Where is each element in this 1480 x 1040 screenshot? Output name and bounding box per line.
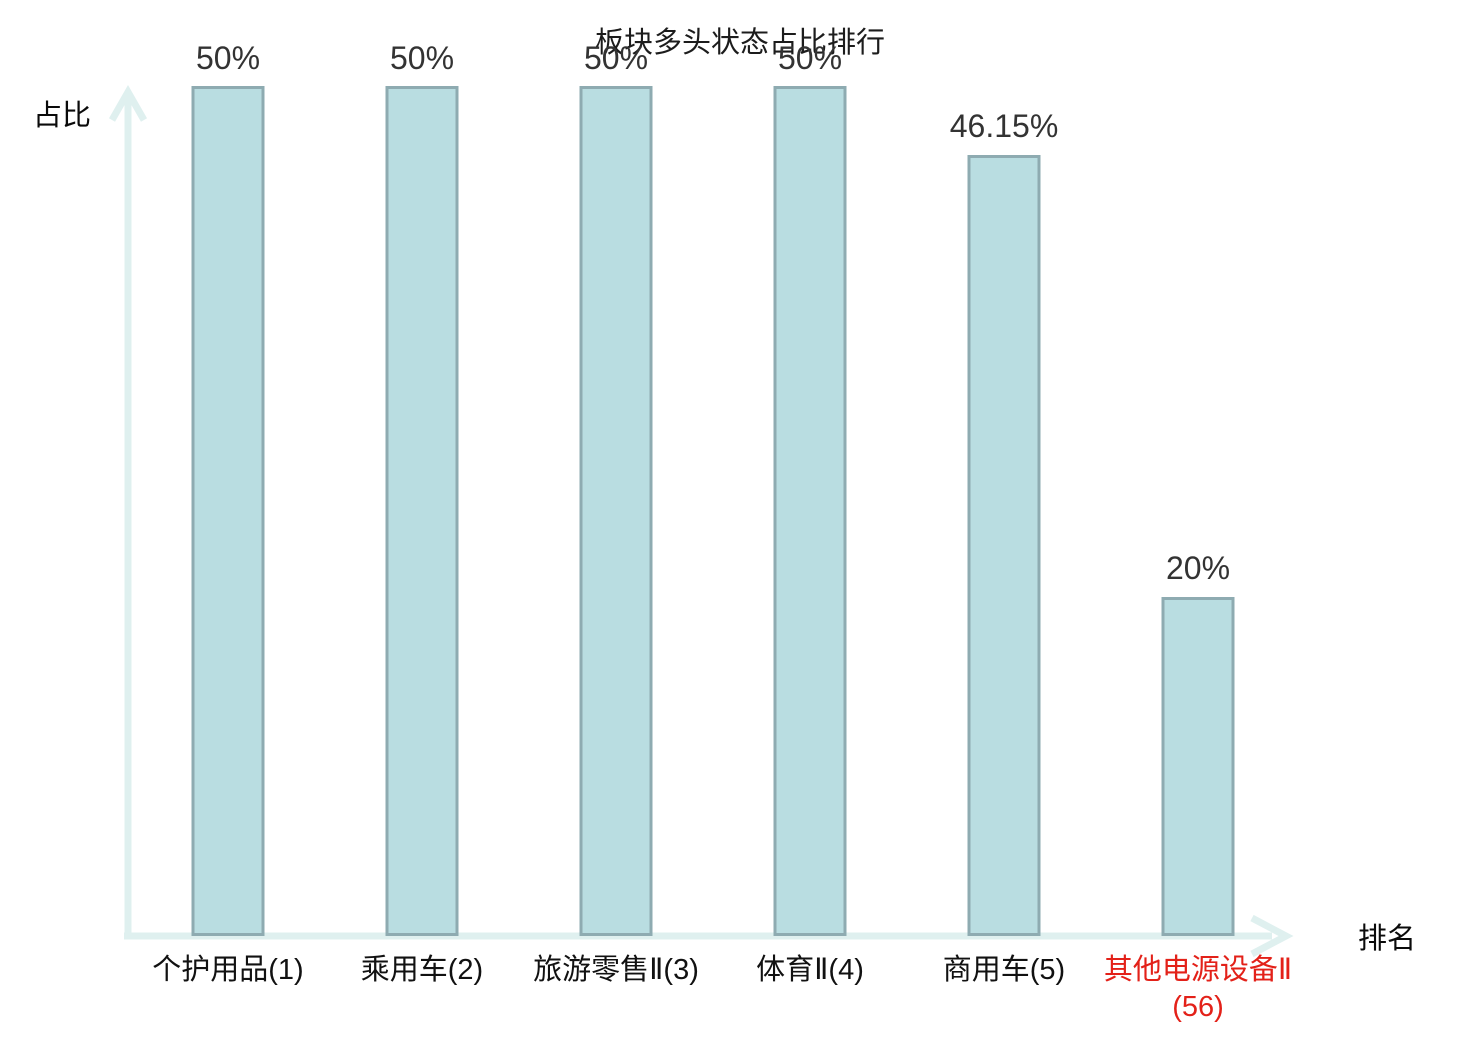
category-label: 旅游零售Ⅱ(3): [533, 954, 699, 986]
bar-group: 50% 个护用品(1): [131, 0, 325, 1040]
category-label: 乘用车(2): [360, 954, 484, 986]
bar-group: 20% 其他电源设备Ⅱ(56): [1101, 0, 1295, 1040]
bar-value-label: 20%: [1165, 550, 1231, 586]
bar[interactable]: [967, 155, 1041, 936]
bar[interactable]: [579, 86, 653, 936]
bar-group: 46.15% 商用车(5): [907, 0, 1101, 1040]
bar[interactable]: [1161, 597, 1235, 936]
chart-title: 板块多头状态占比排行: [594, 27, 885, 59]
y-axis-title: 占比: [33, 100, 92, 132]
bar-group: 50% 体育Ⅱ(4): [713, 0, 907, 1040]
bar-value-label: 50%: [583, 40, 649, 76]
category-label: 个护用品(1): [152, 954, 304, 986]
bar[interactable]: [773, 86, 847, 936]
bar-value-label: 50%: [389, 40, 455, 76]
bar[interactable]: [385, 86, 459, 936]
bar-value-label: 46.15%: [949, 108, 1059, 144]
category-label-highlighted: 其他电源设备Ⅱ(56): [1103, 954, 1293, 1023]
bar-group: 50% 旅游零售Ⅱ(3): [519, 0, 713, 1040]
bar[interactable]: [191, 86, 265, 936]
bar-value-label: 50%: [777, 40, 843, 76]
bar-value-label: 50%: [195, 40, 261, 76]
category-label: 体育Ⅱ(4): [756, 954, 864, 986]
bar-group: 50% 乘用车(2): [325, 0, 519, 1040]
x-axis-title: 排名: [1358, 923, 1417, 955]
category-label: 商用车(5): [942, 954, 1066, 986]
